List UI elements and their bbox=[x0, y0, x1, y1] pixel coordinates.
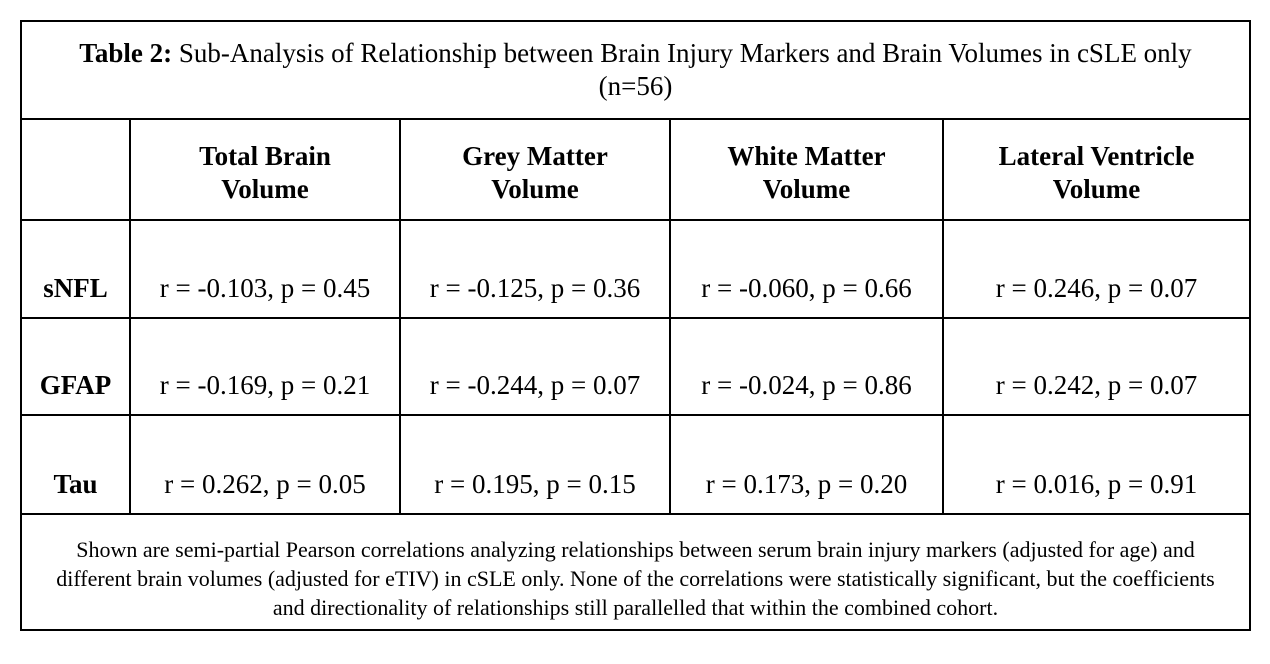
table-row-tau: Tau r = 0.262, p = 0.05 r = 0.195, p = 0… bbox=[22, 416, 1249, 515]
results-table: Table 2: Sub-Analysis of Relationship be… bbox=[20, 20, 1251, 631]
row-label: Tau bbox=[22, 416, 131, 513]
table-cell: r = -0.103, p = 0.45 bbox=[131, 221, 401, 317]
header-lateral-ventricle-volume: Lateral Ventricle Volume bbox=[998, 141, 1195, 204]
table-title-label: Table 2: bbox=[79, 38, 173, 68]
table-cell: r = -0.024, p = 0.86 bbox=[671, 319, 944, 414]
table-cell: r = -0.060, p = 0.66 bbox=[671, 221, 944, 317]
table-title-text: Sub-Analysis of Relationship between Bra… bbox=[178, 38, 1192, 101]
table-footnote: Shown are semi-partial Pearson correlati… bbox=[56, 537, 1215, 620]
header-grey-matter-volume: Grey Matter Volume bbox=[401, 120, 671, 219]
table-cell: r = 0.016, p = 0.91 bbox=[995, 469, 1198, 499]
header-white-matter-volume: White Matter Volume bbox=[671, 120, 944, 219]
table-row-gfap: GFAP r = -0.169, p = 0.21 r = -0.244, p … bbox=[22, 319, 1249, 416]
table-cell: r = -0.244, p = 0.07 bbox=[401, 319, 671, 414]
header-cell-empty bbox=[22, 120, 131, 219]
table-row-snfl: sNFL r = -0.103, p = 0.45 r = -0.125, p … bbox=[22, 221, 1249, 319]
table-cell: r = 0.246, p = 0.07 bbox=[995, 273, 1198, 303]
table-cell: r = 0.173, p = 0.20 bbox=[671, 416, 944, 513]
table-cell: r = 0.262, p = 0.05 bbox=[131, 416, 401, 513]
row-label: sNFL bbox=[22, 221, 131, 317]
header-row: Total Brain Volume Grey Matter Volume Wh… bbox=[22, 120, 1249, 221]
table-cell: r = 0.195, p = 0.15 bbox=[401, 416, 671, 513]
row-label: GFAP bbox=[22, 319, 131, 414]
table-cell: r = -0.169, p = 0.21 bbox=[131, 319, 401, 414]
table-title: Table 2: Sub-Analysis of Relationship be… bbox=[22, 22, 1249, 120]
header-total-brain-volume: Total Brain Volume bbox=[131, 120, 401, 219]
table-cell: r = 0.242, p = 0.07 bbox=[995, 370, 1198, 400]
table-cell: r = -0.125, p = 0.36 bbox=[401, 221, 671, 317]
